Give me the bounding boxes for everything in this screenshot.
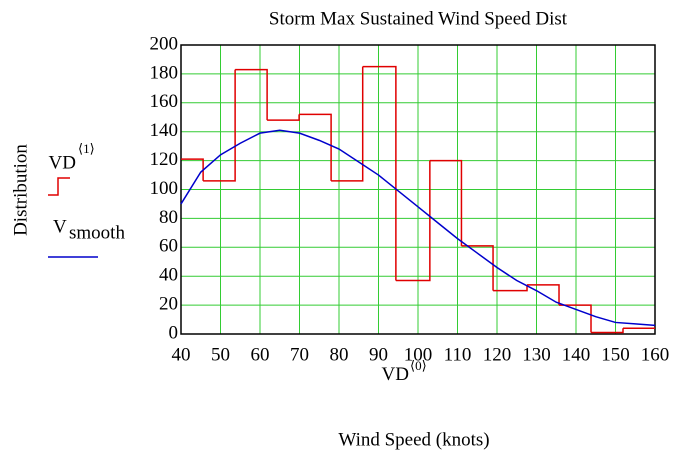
legend: VD ⟨1⟩ V smooth bbox=[48, 141, 125, 258]
x-tick-label: 150 bbox=[601, 344, 630, 365]
x-tick-label: 130 bbox=[522, 344, 551, 365]
step-segment bbox=[461, 245, 494, 291]
x-tick-label: 60 bbox=[251, 344, 270, 365]
chart-title: Storm Max Sustained Wind Speed Dist bbox=[269, 8, 568, 29]
x-tick-label: 100 bbox=[404, 344, 433, 365]
x-axis-label: VD bbox=[382, 364, 409, 385]
step-segment bbox=[299, 113, 332, 181]
x-axis-label-superscript: ⟨0⟩ bbox=[410, 358, 427, 373]
step-segment bbox=[395, 160, 431, 282]
legend-label-subscript: smooth bbox=[69, 222, 125, 243]
legend-label-superscript: ⟨1⟩ bbox=[78, 141, 95, 156]
y-tick-label: 0 bbox=[169, 322, 179, 343]
x-axis-label-text: VD bbox=[382, 364, 409, 385]
y-tick-label: 140 bbox=[150, 120, 179, 141]
y-tick-label: 40 bbox=[159, 265, 178, 286]
x-tick-label: 70 bbox=[290, 344, 309, 365]
step-segment bbox=[559, 304, 592, 333]
x-axis-title: Wind Speed (knots) bbox=[338, 429, 489, 450]
y-tick-label: 200 bbox=[150, 33, 179, 54]
x-tick-label: 40 bbox=[172, 344, 191, 365]
legend-swatch bbox=[48, 177, 70, 196]
y-tick-label: 180 bbox=[150, 62, 179, 83]
step-segment bbox=[527, 284, 560, 306]
y-axis-title: Distribution bbox=[10, 144, 31, 236]
step-segment bbox=[235, 68, 268, 121]
step-segment bbox=[493, 284, 528, 292]
y-tick-label: 120 bbox=[150, 149, 179, 170]
step-segment bbox=[362, 65, 397, 281]
y-tick-label: 80 bbox=[159, 207, 178, 228]
x-tick-label: 90 bbox=[369, 344, 388, 365]
x-tick-label: 120 bbox=[483, 344, 512, 365]
x-tick-label: 110 bbox=[444, 344, 472, 365]
step-segment bbox=[591, 328, 624, 334]
step-segment bbox=[331, 66, 364, 182]
y-tick-label: 100 bbox=[150, 178, 179, 199]
step-segment bbox=[267, 114, 300, 121]
legend-label: VD bbox=[49, 152, 76, 173]
step-segment bbox=[429, 159, 463, 246]
legend-label: V bbox=[53, 216, 67, 237]
x-tick-label: 140 bbox=[562, 344, 591, 365]
plot-frame bbox=[180, 44, 656, 335]
x-tick-label: 50 bbox=[211, 344, 230, 365]
y-tick-label: 20 bbox=[159, 293, 178, 314]
step-segment bbox=[203, 69, 236, 182]
line bbox=[180, 129, 656, 327]
x-tick-label: 160 bbox=[641, 344, 670, 365]
y-tick-label: 60 bbox=[159, 236, 178, 257]
x-tick-label: 80 bbox=[330, 344, 349, 365]
step-segment bbox=[181, 158, 204, 181]
y-tick-label: 160 bbox=[150, 91, 179, 112]
